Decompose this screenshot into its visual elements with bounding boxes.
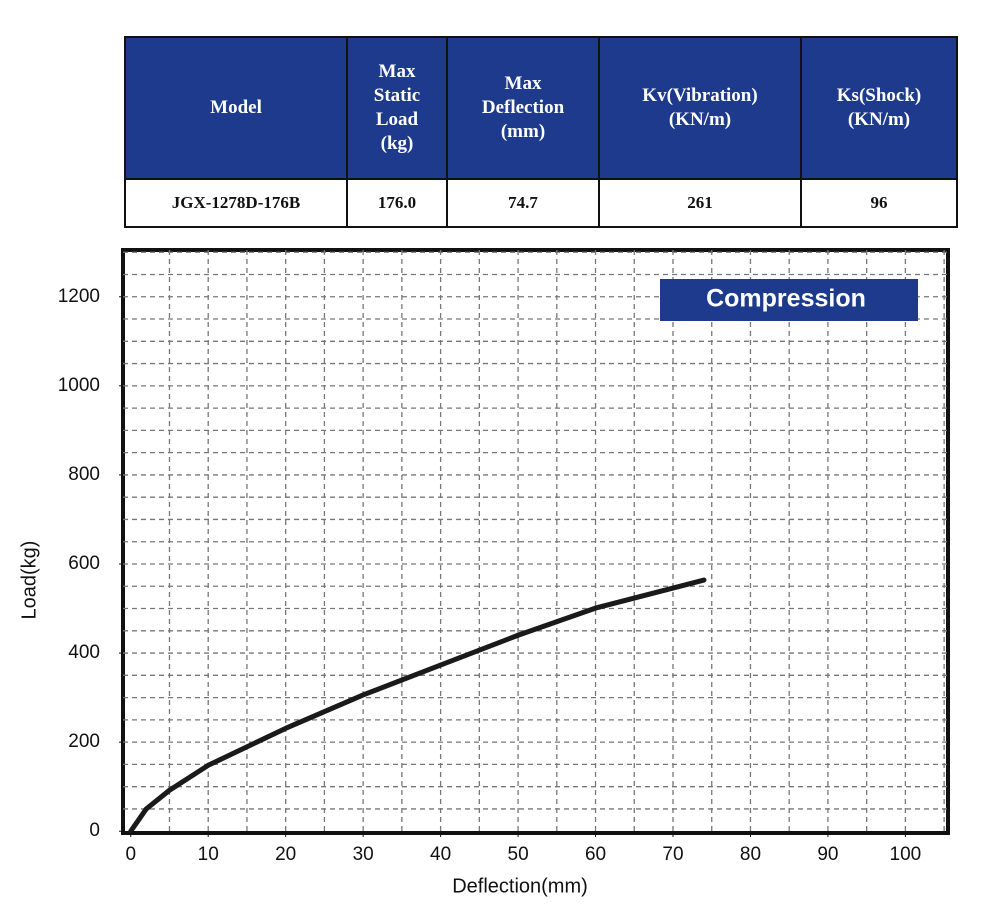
x-tick-label: 100 [890, 844, 922, 865]
y-tick-label: 1200 [58, 286, 100, 307]
x-tick-label: 20 [275, 844, 296, 865]
header-cell: Model [124, 36, 348, 180]
y-axis-label: Load(kg) [18, 541, 40, 620]
cell: 74.7 [446, 178, 600, 228]
x-tick-label: 70 [662, 844, 683, 865]
header-cell: Max Static Load (kg) [346, 36, 448, 180]
y-tick-label: 600 [68, 553, 100, 574]
cell: 261 [598, 178, 802, 228]
x-tick-label: 10 [198, 844, 219, 865]
x-axis-label: Deflection(mm) [452, 875, 588, 897]
y-tick-label: 0 [89, 820, 100, 841]
x-tick-label: 80 [740, 844, 761, 865]
header-cell: Kv(Vibration) (KN/m) [598, 36, 802, 180]
x-tick-label: 0 [125, 844, 136, 865]
x-tick-label: 90 [817, 844, 838, 865]
x-tick-label: 40 [430, 844, 451, 865]
header-cell: Ks(Shock) (KN/m) [800, 36, 958, 180]
y-tick-label: 400 [68, 642, 100, 663]
data-line [128, 577, 707, 834]
grid [123, 250, 948, 833]
annotation: Compression [706, 285, 866, 313]
x-tick-label: 60 [585, 844, 606, 865]
y-tick-label: 800 [68, 464, 100, 485]
x-tick-label: 30 [353, 844, 374, 865]
spec-table: Model Max Static Load (kg) Max Deflectio… [124, 36, 958, 228]
x-tick-label: 50 [508, 844, 529, 865]
cell: 96 [800, 178, 958, 228]
y-tick-label: 200 [68, 731, 100, 752]
data-row: JGX-1278D-176B 176.0 74.7 261 96 [124, 178, 958, 228]
y-tick-label: 1000 [58, 375, 100, 396]
cell: JGX-1278D-176B [124, 178, 348, 228]
header-row: Model Max Static Load (kg) Max Deflectio… [124, 36, 958, 180]
annotation-box [660, 279, 918, 321]
cell: 176.0 [346, 178, 448, 228]
header-cell: Max Deflection (mm) [446, 36, 600, 180]
